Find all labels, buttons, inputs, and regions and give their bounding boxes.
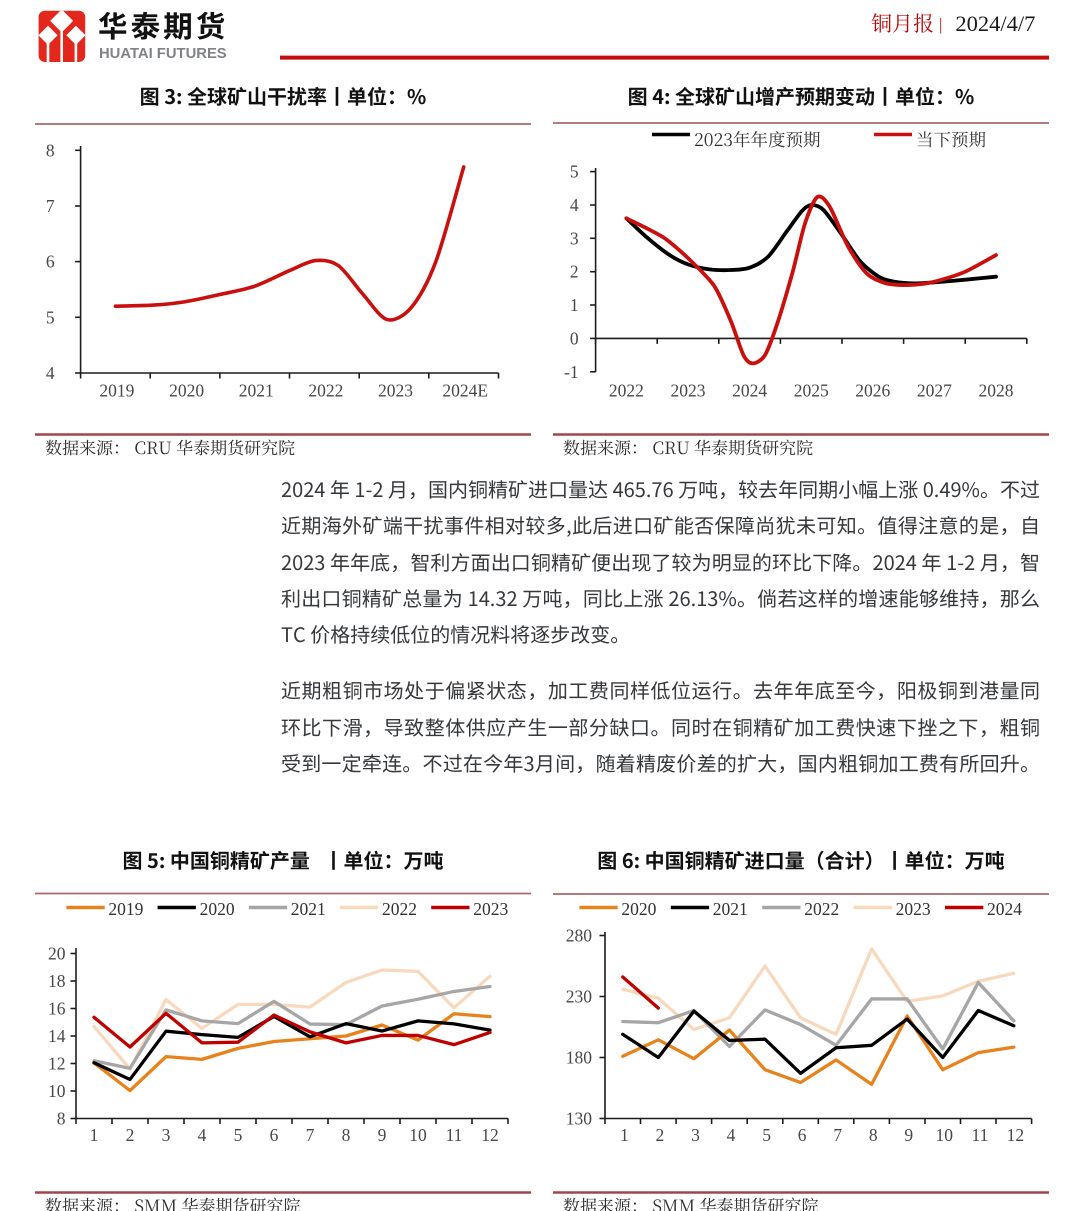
svg-text:4: 4 xyxy=(570,195,579,215)
svg-text:3: 3 xyxy=(691,1125,700,1145)
svg-text:8: 8 xyxy=(342,1125,351,1145)
svg-text:5: 5 xyxy=(234,1125,243,1145)
svg-text:0: 0 xyxy=(570,328,579,348)
svg-text:12: 12 xyxy=(1007,1125,1025,1145)
svg-text:4: 4 xyxy=(198,1125,207,1145)
svg-text:6: 6 xyxy=(270,1125,279,1145)
svg-text:5: 5 xyxy=(570,162,579,182)
svg-text:2021: 2021 xyxy=(239,381,274,401)
svg-text:2020: 2020 xyxy=(169,381,204,401)
svg-text:2022: 2022 xyxy=(609,381,644,401)
svg-text:2026: 2026 xyxy=(855,381,890,401)
svg-text:2: 2 xyxy=(126,1125,135,1145)
svg-text:130: 130 xyxy=(566,1109,593,1129)
svg-text:3: 3 xyxy=(162,1125,171,1145)
svg-text:-1: -1 xyxy=(564,362,579,382)
svg-text:180: 180 xyxy=(566,1048,593,1068)
svg-text:11: 11 xyxy=(971,1125,988,1145)
svg-text:280: 280 xyxy=(566,926,593,946)
svg-text:7: 7 xyxy=(306,1125,315,1145)
svg-text:12: 12 xyxy=(48,1054,66,1074)
svg-text:20: 20 xyxy=(48,944,66,964)
svg-text:9: 9 xyxy=(378,1125,387,1145)
svg-text:2027: 2027 xyxy=(917,381,952,401)
svg-text:8: 8 xyxy=(46,140,55,160)
svg-text:18: 18 xyxy=(48,971,66,991)
svg-text:2023: 2023 xyxy=(671,381,706,401)
svg-text:2024: 2024 xyxy=(732,381,767,401)
svg-text:2: 2 xyxy=(656,1125,665,1145)
svg-text:2022: 2022 xyxy=(308,381,343,401)
svg-text:1: 1 xyxy=(570,295,579,315)
svg-text:2025: 2025 xyxy=(794,381,829,401)
svg-text:16: 16 xyxy=(48,999,66,1019)
svg-text:230: 230 xyxy=(566,987,593,1007)
svg-text:6: 6 xyxy=(798,1125,807,1145)
svg-text:4: 4 xyxy=(46,363,55,383)
svg-text:6: 6 xyxy=(46,252,55,272)
svg-text:1: 1 xyxy=(620,1125,629,1145)
svg-text:11: 11 xyxy=(446,1125,463,1145)
svg-text:7: 7 xyxy=(46,196,55,216)
svg-text:2: 2 xyxy=(570,262,579,282)
svg-text:10: 10 xyxy=(936,1125,954,1145)
svg-text:1: 1 xyxy=(90,1125,99,1145)
svg-text:7: 7 xyxy=(833,1125,842,1145)
svg-text:8: 8 xyxy=(869,1125,878,1145)
svg-text:12: 12 xyxy=(481,1125,499,1145)
svg-text:10: 10 xyxy=(48,1081,66,1101)
svg-text:3: 3 xyxy=(570,228,579,248)
svg-text:14: 14 xyxy=(48,1026,66,1046)
svg-text:8: 8 xyxy=(57,1109,66,1129)
svg-text:9: 9 xyxy=(904,1125,913,1145)
svg-text:2019: 2019 xyxy=(99,381,134,401)
svg-text:4: 4 xyxy=(727,1125,736,1145)
svg-text:5: 5 xyxy=(46,307,55,327)
svg-text:5: 5 xyxy=(762,1125,771,1145)
svg-text:2028: 2028 xyxy=(979,381,1014,401)
svg-text:2024E: 2024E xyxy=(442,381,488,401)
svg-text:10: 10 xyxy=(409,1125,427,1145)
svg-text:2023: 2023 xyxy=(378,381,413,401)
